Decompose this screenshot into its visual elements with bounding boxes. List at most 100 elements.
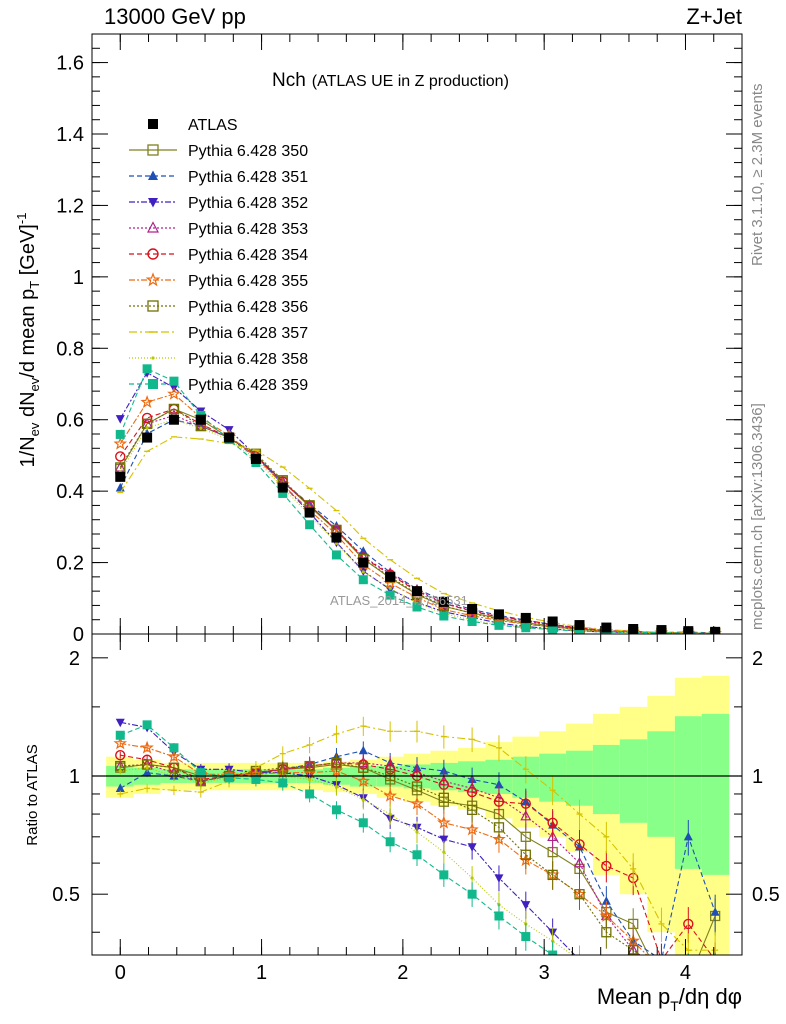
- data-point-atlas: [250, 454, 261, 464]
- ratio-point: [278, 778, 288, 788]
- ratio-point: [438, 792, 449, 803]
- x-axis-label: Mean pT/dη dφ: [597, 984, 742, 1014]
- y-tick-label: 1.6: [56, 53, 84, 75]
- data-point-atlas: [412, 586, 422, 597]
- legend-entry: ATLAS: [148, 117, 238, 134]
- x-tick-label: 2: [397, 962, 408, 984]
- ratio-point: [145, 766, 149, 770]
- data-point-atlas: [224, 432, 235, 443]
- ratio-point: [383, 788, 397, 802]
- data-point-atlas: [520, 612, 531, 623]
- ratio-point: [470, 876, 474, 880]
- ratio-point: [711, 965, 720, 974]
- ratio-point: [356, 774, 371, 788]
- ratio-point: [713, 954, 717, 955]
- ratio-point: [683, 831, 693, 841]
- ratio-point: [548, 950, 558, 955]
- ratio-point: [467, 843, 477, 852]
- data-point-atlas: [656, 625, 667, 634]
- data-point-atlas: [142, 432, 153, 443]
- ratio-point: [710, 965, 720, 975]
- series-point: [145, 426, 149, 430]
- ratio-band-inner: [701, 713, 730, 875]
- ratio-point: [575, 956, 584, 965]
- series-point: [168, 403, 180, 415]
- ratio-point: [415, 830, 419, 834]
- ratio-tick-label-right: 0.5: [752, 884, 780, 906]
- series-point: [548, 625, 558, 634]
- ratio-point: [520, 798, 532, 809]
- ratio-point: [632, 969, 635, 972]
- subtitle-text: (ATLAS UE in Z production): [312, 73, 509, 90]
- rivet-version-label: Rivet 3.1.10, ≥ 2.3M events: [749, 84, 766, 267]
- series-point: [385, 590, 395, 600]
- ratio-point: [494, 779, 504, 789]
- ratio-point: [224, 773, 234, 783]
- series-point: [467, 617, 477, 626]
- ratio-point: [520, 849, 531, 860]
- x-tick-label: 3: [539, 962, 550, 984]
- ratio-tick-label: 0.5: [52, 884, 80, 906]
- legend-label: Pythia 6.428 354: [188, 247, 308, 264]
- data-point-atlas: [304, 507, 315, 518]
- legend-entry: Pythia 6.428 351: [129, 169, 308, 186]
- ratio-point: [439, 870, 449, 880]
- legend-entry: Pythia 6.428 350: [129, 143, 308, 160]
- ratio-point: [575, 966, 584, 975]
- series-point: [115, 429, 125, 439]
- data-point-atlas: [601, 622, 612, 633]
- ratio-point: [710, 907, 720, 916]
- legend-label: Pythia 6.428 353: [188, 221, 308, 238]
- y-tick-label: 1.4: [56, 124, 84, 146]
- data-point-atlas: [438, 596, 449, 607]
- main-series-layer: [113, 364, 722, 634]
- ratio-point: [657, 965, 666, 974]
- y-tick-label: 0.6: [56, 410, 84, 432]
- ratio-point: [659, 954, 664, 955]
- data-point-atlas: [710, 626, 721, 634]
- ratio-point: [605, 969, 608, 972]
- ratio-point: [113, 736, 128, 750]
- ratio-point: [493, 822, 505, 833]
- ratio-band-inner: [566, 750, 593, 806]
- ratio-point: [521, 901, 531, 910]
- ratio-tick-label-right: 2: [752, 648, 763, 670]
- ratio-point: [411, 781, 423, 792]
- ratio-point: [629, 966, 638, 975]
- y-tick-label: 0.2: [56, 553, 84, 575]
- ratio-point: [385, 837, 395, 847]
- ratio-point: [601, 860, 612, 872]
- legend-entry: Pythia 6.428 355: [129, 272, 308, 290]
- ratio-point: [437, 815, 451, 829]
- legend-entry: Pythia 6.428 357: [129, 325, 308, 342]
- legend-entry: Pythia 6.428 354: [129, 247, 308, 264]
- legend-label: Pythia 6.428 359: [188, 377, 308, 394]
- ratio-point: [547, 869, 558, 881]
- series-point: [305, 520, 315, 530]
- ratio-point: [683, 918, 694, 930]
- ratio-point: [574, 889, 585, 900]
- ratio-point: [574, 856, 585, 868]
- data-point-atlas: [493, 609, 504, 620]
- ratio-point: [547, 830, 559, 842]
- ratio-point: [410, 796, 424, 810]
- y-axis-label: 1/Nev dNev/d mean pT [GeV]-1: [14, 213, 42, 468]
- data-point-atlas: [115, 471, 126, 482]
- ratio-point: [660, 969, 663, 972]
- data-point-atlas: [574, 620, 585, 631]
- legend-marker: [147, 221, 159, 233]
- legend-label: Pythia 6.428 351: [188, 169, 308, 186]
- series-point: [140, 395, 154, 409]
- legend-label: Pythia 6.428 352: [188, 195, 308, 212]
- title-text: Nch: [272, 70, 306, 91]
- ratio-point: [388, 812, 392, 816]
- ratio-point: [657, 966, 666, 975]
- data-point-atlas: [277, 482, 288, 493]
- legend-label: Pythia 6.428 356: [188, 299, 308, 316]
- data-point-atlas: [628, 624, 639, 634]
- series-point: [388, 586, 392, 590]
- header-process-label: Z+Jet: [686, 4, 742, 29]
- legend-label: Pythia 6.428 350: [188, 143, 308, 160]
- ratio-point: [578, 958, 581, 961]
